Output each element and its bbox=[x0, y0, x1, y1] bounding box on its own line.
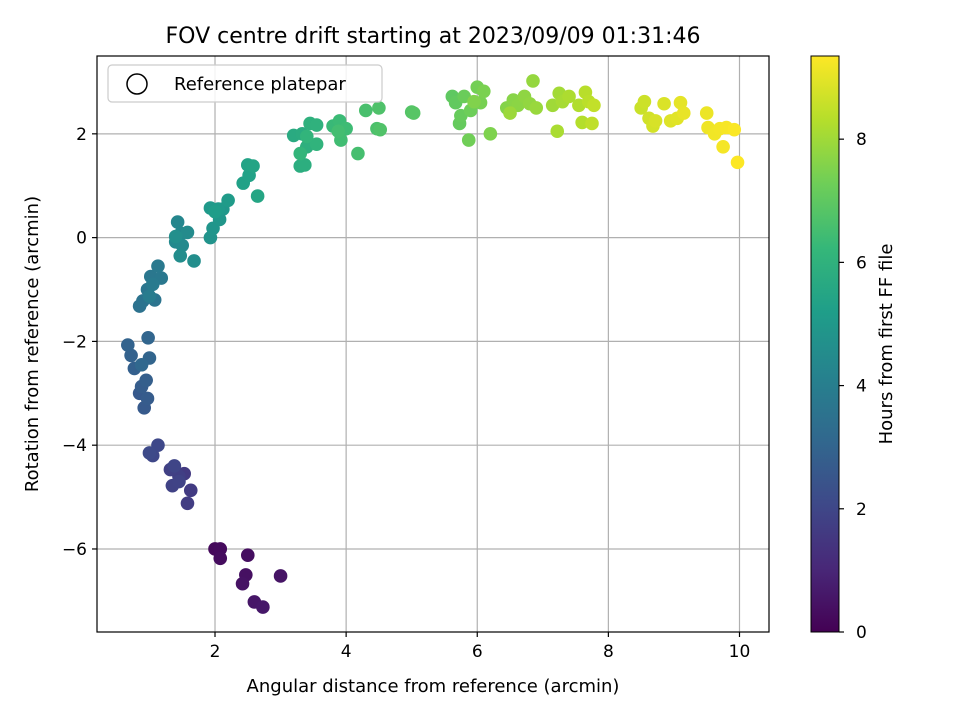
colorbar-tick-label: 8 bbox=[856, 130, 867, 150]
data-point bbox=[250, 189, 265, 203]
data-point bbox=[140, 391, 155, 406]
data-point bbox=[331, 124, 346, 139]
data-point bbox=[221, 193, 235, 208]
data-point bbox=[298, 158, 312, 172]
data-point bbox=[172, 474, 186, 489]
data-point bbox=[246, 159, 260, 173]
legend-marker-open-circle bbox=[126, 73, 148, 95]
data-point bbox=[503, 106, 517, 120]
data-point bbox=[699, 106, 714, 120]
y-tick-label: 0 bbox=[76, 229, 87, 249]
data-point bbox=[648, 114, 663, 128]
x-tick-label: 6 bbox=[472, 642, 483, 662]
y-tick-label: −4 bbox=[62, 436, 87, 456]
data-point bbox=[727, 122, 742, 137]
data-point bbox=[526, 74, 540, 88]
data-point bbox=[550, 124, 565, 139]
y-tick-label: −6 bbox=[62, 540, 87, 560]
data-point bbox=[170, 215, 185, 229]
data-point bbox=[213, 551, 228, 566]
data-point bbox=[187, 254, 201, 268]
data-point bbox=[121, 338, 135, 352]
data-point bbox=[529, 101, 544, 115]
x-tick-label: 10 bbox=[729, 642, 751, 662]
y-tick-label: −2 bbox=[62, 332, 87, 352]
data-point bbox=[299, 129, 314, 144]
data-point bbox=[309, 137, 324, 152]
x-tick-label: 2 bbox=[210, 642, 221, 662]
data-point bbox=[145, 277, 160, 292]
data-point bbox=[134, 357, 149, 372]
data-point bbox=[168, 229, 183, 244]
legend-box bbox=[107, 64, 383, 103]
data-point bbox=[309, 118, 324, 132]
data-point bbox=[467, 94, 481, 109]
data-point bbox=[240, 548, 255, 562]
data-point bbox=[256, 600, 270, 614]
colorbar-ticks: 0 2 4 6 8 bbox=[839, 130, 867, 643]
y-axis-ticks: −6 −4 −2 0 2 bbox=[62, 125, 97, 560]
legend: Reference platepar bbox=[107, 64, 383, 103]
data-point bbox=[373, 122, 388, 137]
data-point bbox=[183, 483, 198, 498]
data-point bbox=[716, 140, 730, 154]
colorbar-label: Hours from first FF file bbox=[876, 244, 897, 445]
grid-lines bbox=[97, 56, 769, 632]
data-point bbox=[142, 289, 157, 304]
data-point bbox=[141, 330, 155, 345]
x-tick-label: 8 bbox=[603, 642, 614, 662]
data-point bbox=[359, 103, 373, 118]
data-point bbox=[585, 116, 599, 131]
data-point bbox=[406, 106, 421, 120]
data-point bbox=[142, 446, 157, 460]
data-point bbox=[213, 542, 228, 556]
data-point bbox=[180, 496, 195, 511]
data-point bbox=[483, 127, 498, 141]
data-point bbox=[208, 204, 222, 219]
data-point bbox=[673, 95, 688, 110]
data-point bbox=[562, 89, 576, 104]
y-axis-label: Rotation from reference (arcmin) bbox=[22, 196, 43, 492]
legend-label: Reference platepar bbox=[174, 74, 346, 95]
data-point bbox=[273, 569, 288, 583]
data-point bbox=[587, 98, 601, 113]
y-tick-label: 2 bbox=[76, 125, 87, 145]
data-point bbox=[730, 155, 745, 170]
data-point bbox=[637, 94, 652, 109]
data-point bbox=[167, 459, 182, 473]
data-point bbox=[235, 576, 250, 591]
data-point bbox=[124, 348, 138, 363]
colorbar-tick-label: 6 bbox=[856, 253, 867, 273]
data-point bbox=[351, 146, 365, 161]
plot-frame bbox=[96, 55, 770, 633]
chart-title: FOV centre drift starting at 2023/09/09 … bbox=[166, 24, 701, 49]
data-point bbox=[461, 133, 476, 147]
data-point bbox=[180, 225, 195, 240]
x-tick-label: 4 bbox=[341, 642, 352, 662]
data-point bbox=[477, 84, 491, 99]
x-axis-label: Angular distance from reference (arcmin) bbox=[247, 676, 620, 697]
data-point bbox=[151, 259, 165, 273]
colorbar-tick-label: 0 bbox=[856, 623, 867, 643]
colorbar bbox=[810, 55, 840, 633]
data-point bbox=[293, 146, 308, 161]
data-point bbox=[575, 115, 589, 130]
data-point bbox=[139, 373, 153, 388]
data-points bbox=[121, 74, 745, 614]
data-point bbox=[676, 106, 691, 120]
data-point bbox=[657, 96, 671, 111]
colorbar-tick-label: 4 bbox=[856, 377, 867, 397]
x-axis-ticks: 2 4 6 8 10 bbox=[210, 632, 751, 662]
data-point bbox=[372, 101, 386, 115]
colorbar-tick-label: 2 bbox=[856, 500, 867, 520]
data-point bbox=[173, 248, 188, 263]
